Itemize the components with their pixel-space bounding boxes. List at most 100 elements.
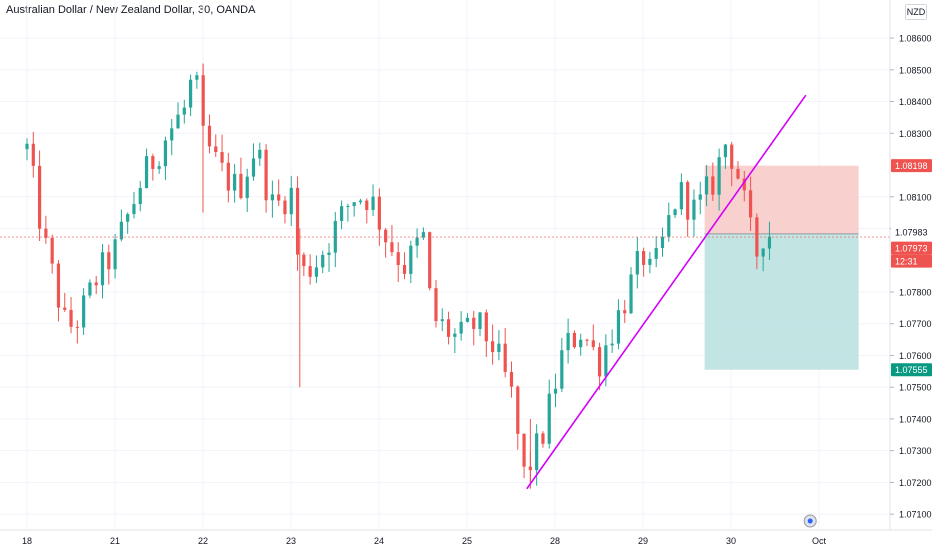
candle-body xyxy=(220,152,224,163)
x-tick-label: 25 xyxy=(462,536,472,546)
currency-badge[interactable]: NZD xyxy=(905,4,927,20)
y-tick-label: 1.07700 xyxy=(899,319,932,329)
candle-body xyxy=(547,393,551,444)
candle-body xyxy=(491,341,495,353)
candle-body xyxy=(358,200,363,203)
candle-body xyxy=(572,332,577,348)
position-zones xyxy=(704,165,859,370)
candle-body xyxy=(654,248,658,259)
candle-body xyxy=(126,214,130,222)
candle-body xyxy=(415,237,419,246)
chart-title: Australian Dollar / New Zealand Dollar, … xyxy=(6,4,256,16)
candle-body xyxy=(170,128,174,141)
misc xyxy=(803,514,817,528)
candle-body xyxy=(692,199,696,220)
candle-body xyxy=(182,107,186,115)
y-tick-label: 1.08100 xyxy=(899,192,932,202)
candle-body xyxy=(176,114,180,129)
candle-body xyxy=(377,196,381,230)
x-tick-label: 21 xyxy=(110,536,120,546)
candle-body xyxy=(428,232,432,289)
candle-body xyxy=(119,221,123,240)
candle-body xyxy=(679,182,683,210)
candle-body xyxy=(151,156,155,169)
logo-dot xyxy=(807,518,813,524)
y-tick-label: 1.07800 xyxy=(899,287,932,297)
candle-body xyxy=(629,274,633,314)
y-tick-label: 1.07600 xyxy=(899,351,932,361)
candle-body xyxy=(384,229,388,243)
candle-body xyxy=(446,319,451,337)
candle-body xyxy=(478,312,482,329)
candle-body xyxy=(648,258,652,265)
candle-body xyxy=(409,245,413,274)
candle-body xyxy=(56,263,61,308)
candle-body xyxy=(321,254,325,268)
candle-body xyxy=(289,187,293,215)
entry-price-label: 1.07983 xyxy=(895,227,928,237)
candle-body xyxy=(484,312,488,342)
candle-body xyxy=(585,339,589,341)
candle-body xyxy=(100,252,105,286)
candle-body xyxy=(390,242,394,253)
candle-body xyxy=(535,433,539,471)
current-price-label: 1.07973 xyxy=(895,244,928,254)
stop-price-label-bg xyxy=(891,159,932,173)
candle-body xyxy=(667,215,671,237)
candle-body xyxy=(396,252,400,265)
candle-body xyxy=(283,200,287,215)
target-price-label-bg xyxy=(891,363,932,377)
candle-body xyxy=(214,146,218,153)
x-tick-label: 28 xyxy=(550,536,560,546)
candles xyxy=(0,63,890,489)
stop-loss-zone xyxy=(704,165,859,234)
y-tick-label: 1.07300 xyxy=(899,446,932,456)
candle-body xyxy=(434,288,438,322)
price-labels: 1.08198 1.07983 1.07973 12:31 1.07555 xyxy=(891,159,932,377)
candle-body xyxy=(371,196,375,210)
candle-body xyxy=(88,282,92,296)
x-tick-label: 22 xyxy=(198,536,208,546)
candle-body xyxy=(107,252,111,270)
candle-body xyxy=(472,317,476,329)
candle-body xyxy=(736,168,740,179)
candle-body xyxy=(509,371,514,387)
candle-body xyxy=(44,228,48,238)
trendline-layer[interactable] xyxy=(526,94,807,490)
candle-body xyxy=(465,317,470,322)
candle-body xyxy=(333,220,337,253)
y-tick-label: 1.08500 xyxy=(899,65,932,75)
candle-body xyxy=(698,194,702,200)
y-tick-label: 1.07100 xyxy=(899,510,932,520)
x-tick-label: 23 xyxy=(286,536,296,546)
candle-body xyxy=(340,206,344,221)
candle-body xyxy=(440,319,444,322)
candle-body xyxy=(239,173,243,198)
candle-body xyxy=(553,388,558,394)
candle-body xyxy=(623,310,627,314)
candle-body xyxy=(31,143,35,166)
candle-body xyxy=(50,237,54,264)
candle-body xyxy=(25,143,29,150)
candle-body xyxy=(352,202,356,207)
candle-body xyxy=(673,209,677,216)
y-tick-label: 1.08400 xyxy=(899,97,932,107)
candle-body xyxy=(327,252,331,255)
candle-body xyxy=(138,188,142,205)
candle-body xyxy=(402,264,407,274)
countdown-label: 12:31 xyxy=(895,257,918,267)
candle-body xyxy=(69,309,73,327)
x-tick-label: Oct xyxy=(812,536,827,546)
candle-body xyxy=(195,75,199,80)
candle-body xyxy=(748,190,753,218)
candle-body xyxy=(711,176,715,195)
candle-body xyxy=(277,194,281,201)
trendline[interactable] xyxy=(526,94,807,490)
y-tick-label: 1.07400 xyxy=(899,414,932,424)
candle-body xyxy=(704,176,709,195)
current-price-label-bg xyxy=(891,241,932,255)
candle-body xyxy=(497,343,501,353)
candle-body xyxy=(251,158,256,177)
candle-body xyxy=(302,254,306,267)
